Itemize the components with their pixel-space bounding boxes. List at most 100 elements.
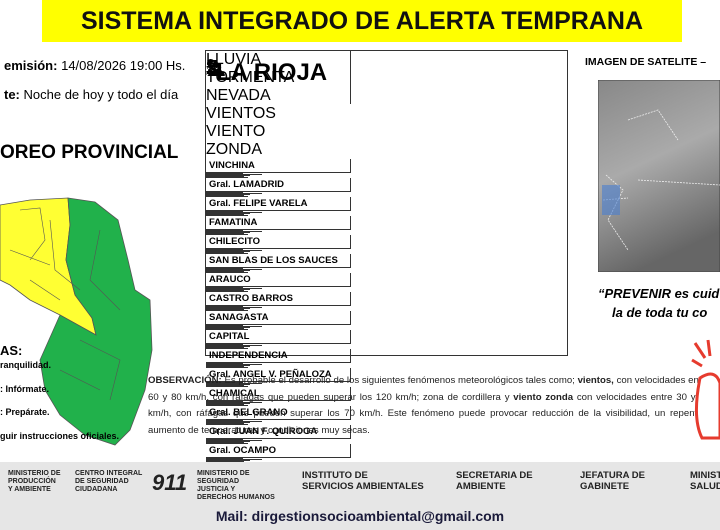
map-title: OREO PROVINCIAL [0, 142, 179, 163]
table-title: LA RIOJA [216, 59, 328, 86]
footer-logo-line: CIUDADANA [75, 486, 118, 493]
alert-cell [206, 459, 262, 460]
satellite-frame [598, 80, 720, 272]
alert-cell [206, 421, 262, 422]
alert-cell [206, 249, 243, 250]
footer-logo: SECRETARIA DE AMBIENTE [456, 470, 533, 492]
alert-cell [206, 290, 244, 291]
column-header: ⛈ TORMENTA [206, 57, 294, 87]
department-name: SANAGASTA [206, 311, 351, 325]
department-name: VINCHINA [206, 159, 351, 173]
footer-logo-line: AMBIENTE [456, 481, 506, 492]
department-name: CHILECITO [206, 235, 351, 249]
alert-cell [206, 196, 248, 197]
table-row: Gral. FELIPE VARELA [206, 197, 567, 216]
table-row: CHAMICAL [206, 387, 567, 406]
alert-cell [206, 193, 262, 194]
column-header: ❄ NEVADA [206, 59, 271, 105]
alert-cell [206, 194, 250, 195]
footer-logo-line: SEGURIDAD [197, 478, 240, 485]
issue-value: 14/08/2026 19:00 Hs. [61, 58, 186, 73]
alert-cell [206, 270, 250, 271]
department-name: Gral. FELIPE VARELA [206, 197, 351, 211]
department-name: CAPITAL [206, 330, 351, 344]
hand-icon [691, 339, 720, 440]
weather-icon: Ƶ [206, 57, 219, 79]
province-map [0, 197, 153, 446]
alert-cell [206, 385, 244, 386]
alert-cell [206, 253, 248, 254]
legend-line: guir instrucciones oficiales. [0, 430, 120, 441]
alert-cell [206, 325, 243, 326]
alert-cell [206, 439, 243, 440]
alert-cell [206, 402, 262, 403]
column-label: TORMENTA [206, 69, 295, 86]
weather-icon: ⛈ [206, 57, 222, 79]
table-row: Gral. JUAN F. QUIROGA [206, 425, 567, 444]
table-row: VINCHINA [206, 159, 567, 178]
alert-cell [206, 382, 243, 383]
alert-cell [206, 177, 248, 178]
alert-cell [206, 422, 250, 423]
alert-cell [206, 441, 250, 442]
legend-line: : Infórmate. [0, 383, 50, 394]
alert-cell [206, 348, 248, 349]
observation-text: viento zonda [513, 391, 574, 403]
table-row: Gral. ANGEL V. PEÑALOZA [206, 368, 567, 387]
alert-cell [206, 252, 244, 253]
footer-logo: MINISTERIO DE PRODUCCIÓN Y AMBIENTE [8, 470, 61, 494]
map-borders [9, 207, 121, 401]
alert-cell [206, 310, 248, 311]
footer-logo: CENTRO INTEGRAL DE SEGURIDAD CIUDADANA [75, 470, 142, 494]
department-name: CASTRO BARROS [206, 292, 351, 306]
department-name: Gral. JUAN F. QUIROGA [206, 425, 351, 439]
footer-logo-line: CENTRO INTEGRAL [75, 470, 143, 477]
department-name: ARAUCO [206, 273, 351, 287]
alert-cell [206, 287, 243, 288]
alert-cell [206, 173, 243, 174]
alert-cell [206, 458, 243, 459]
alert-cell [206, 176, 244, 177]
footer-logo-line: 911 [152, 470, 188, 495]
footer-logo: JEFATURA DE GABINETE [580, 470, 645, 492]
table-row: CASTRO BARROS [206, 292, 567, 311]
alert-cell [206, 272, 248, 273]
alert-cell [206, 271, 244, 272]
weather-icon: ☁ [206, 59, 226, 81]
footer-logo-line: GABINETE [580, 481, 630, 492]
department-name: Gral. BELGRANO [206, 406, 351, 420]
footer-logo: MINISTESALUD [690, 470, 720, 492]
footer: Mail: dirgestionsocioambiental@gmail.com… [0, 462, 720, 530]
alert-cell [206, 269, 262, 270]
alert-cell [206, 309, 244, 310]
footer-logo-line: DE SEGURIDAD [75, 478, 129, 485]
table-row: CAPITAL [206, 330, 567, 349]
alert-cell [206, 233, 244, 234]
alert-cell [206, 366, 244, 367]
alert-cell [206, 234, 248, 235]
weather-icon: ≋ [206, 59, 223, 81]
alert-cell [206, 268, 243, 269]
department-name: Gral. ANGEL V. PEÑALOZA [206, 368, 351, 382]
alert-table: LA RIOJA ☁ LLUVIA ⛈ TORMENTA ❄ NEVADA ≋ VIENTOS… [205, 50, 568, 501]
table-row: ARAUCO [206, 273, 567, 292]
column-label: LLUVIA [206, 51, 262, 68]
alert-cell [206, 327, 250, 328]
weather-icon: ❄ [206, 59, 223, 81]
column-header: ≋ VIENTOS [206, 59, 276, 123]
email: Mail: dirgestionsocioambiental@gmail.com [215, 508, 505, 524]
alert-cell [206, 424, 248, 425]
alert-cell [206, 175, 250, 176]
department-name: CHAMICAL [206, 387, 351, 401]
footer-logo-line: PRODUCCIÓN [8, 478, 56, 485]
alert-cell [206, 367, 248, 368]
hand [695, 372, 720, 440]
validity-label: te: [4, 87, 20, 102]
title-cell [206, 51, 351, 104]
observation: OBSERVACIÓN: Es probable el desarrollo d… [148, 373, 710, 439]
validity-value: Noche de hoy y todo el día [23, 87, 179, 102]
footer-logo: 911 [152, 470, 187, 496]
footer-logo-line: SALUD [690, 481, 720, 492]
footer-logo-line: MINISTERIO DE [197, 470, 250, 477]
